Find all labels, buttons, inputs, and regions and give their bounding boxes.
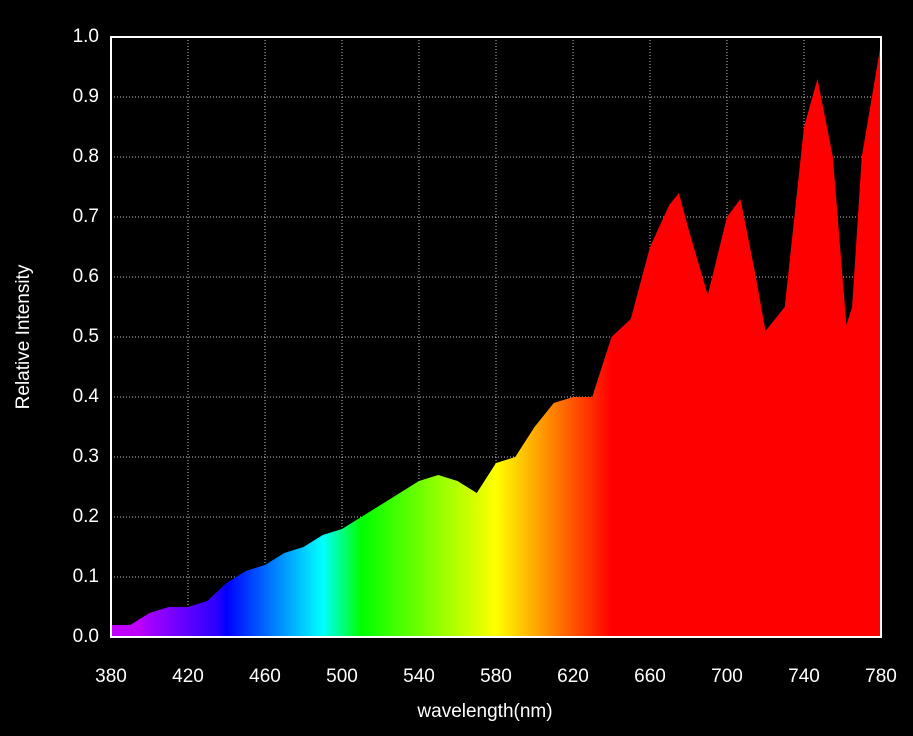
- x-axis-title: wavelength(nm): [416, 701, 552, 722]
- y-tick-label: 0.8: [73, 146, 99, 167]
- x-tick-label: 500: [326, 666, 358, 687]
- x-tick-label: 620: [557, 666, 589, 687]
- y-axis-title: Relative Intensity: [13, 264, 34, 409]
- y-tick-label: 0.9: [73, 86, 99, 107]
- y-tick-label: 0.7: [73, 206, 99, 227]
- y-tick-label: 0.0: [73, 626, 99, 647]
- x-tick-label: 380: [95, 666, 127, 687]
- x-tick-label: 660: [634, 666, 666, 687]
- y-tick-label: 0.6: [73, 266, 99, 287]
- y-tick-label: 0.5: [73, 326, 99, 347]
- x-tick-label: 420: [172, 666, 204, 687]
- x-tick-label: 740: [788, 666, 820, 687]
- y-tick-label: 0.4: [73, 386, 100, 407]
- y-tick-label: 0.2: [73, 506, 99, 527]
- x-tick-label: 700: [711, 666, 743, 687]
- x-tick-label: 460: [249, 666, 281, 687]
- plot-frame: [110, 36, 882, 638]
- x-tick-label: 780: [865, 666, 897, 687]
- x-tick-label: 580: [480, 666, 512, 687]
- y-tick-label: 1.0: [73, 26, 99, 47]
- y-tick-label: 0.3: [73, 446, 99, 467]
- x-tick-label: 540: [403, 666, 435, 687]
- y-tick-label: 0.1: [73, 566, 99, 587]
- area: [111, 43, 881, 637]
